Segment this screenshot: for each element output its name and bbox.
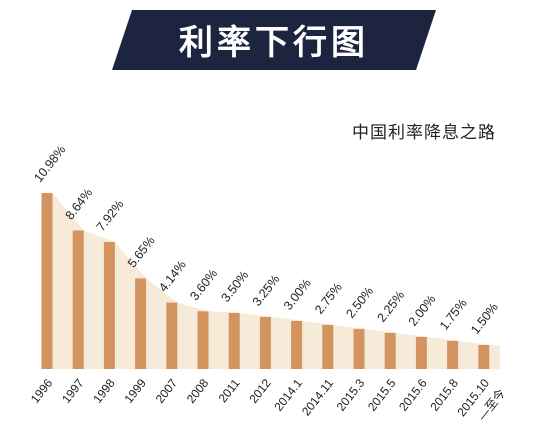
title-banner: 利率下行图 (112, 10, 436, 70)
value-label: 2.50% (343, 284, 376, 321)
bar-1996 (41, 193, 53, 369)
value-label: 2.00% (406, 292, 439, 329)
value-label: 3.60% (187, 267, 220, 304)
tick-label: 2014.11 (299, 376, 336, 418)
value-label: 3.25% (250, 272, 283, 309)
value-label: 5.65% (125, 234, 158, 271)
tick-label: 1997 (59, 376, 87, 406)
bar-2014.1 (291, 320, 303, 369)
value-label: 4.14% (156, 258, 189, 295)
tick-labels-group: 1996 1997 1998 1999 2007 2008 2011 20122014.120… (28, 376, 492, 419)
value-label: 1.75% (437, 296, 470, 333)
value-label: 3.00% (281, 276, 314, 313)
value-label: 8.64% (63, 186, 96, 223)
value-label: 1.50% (468, 300, 501, 337)
bar-2015.10 (478, 345, 490, 369)
bar-2008 (197, 311, 209, 369)
trend-shadow (52, 193, 500, 369)
bar-2007 (166, 302, 178, 369)
bar-2015.5 (384, 332, 396, 369)
value-label: 3.50% (219, 268, 252, 305)
bar-1998 (103, 242, 115, 369)
bar-1997 (72, 230, 84, 369)
tick-label: 2012 (246, 376, 274, 406)
value-label: 2.75% (312, 280, 345, 317)
value-label: 10.98% (31, 143, 68, 185)
tick-label: 2008 (184, 376, 212, 406)
bar-2011 (228, 312, 240, 369)
banner-shape (112, 10, 436, 70)
bar-2015.8 (447, 340, 459, 369)
value-label: 2.25% (375, 288, 408, 325)
chart-title: 利率下行图 (179, 23, 369, 63)
tick-label: 1998 (90, 376, 118, 406)
tick-label: 1996 (28, 376, 56, 406)
tick-label: 2011 (216, 376, 243, 405)
bar-2015.6 (415, 336, 427, 369)
tick-label: 2015.3 (334, 376, 368, 414)
value-label: 7.92% (94, 197, 127, 234)
bars-group (41, 193, 490, 369)
bar-2015.3 (353, 328, 365, 369)
bar-1999 (135, 278, 147, 369)
bar-2012 (259, 316, 271, 369)
tick-label: 2007 (153, 376, 181, 406)
tick-label: 2015.5 (365, 376, 399, 414)
tick-label: 2015.6 (396, 376, 430, 414)
tick-label: 1999 (121, 376, 149, 406)
bar-2014.11 (322, 324, 334, 369)
chart-subtitle: 中国利率降息之路 (352, 123, 496, 143)
